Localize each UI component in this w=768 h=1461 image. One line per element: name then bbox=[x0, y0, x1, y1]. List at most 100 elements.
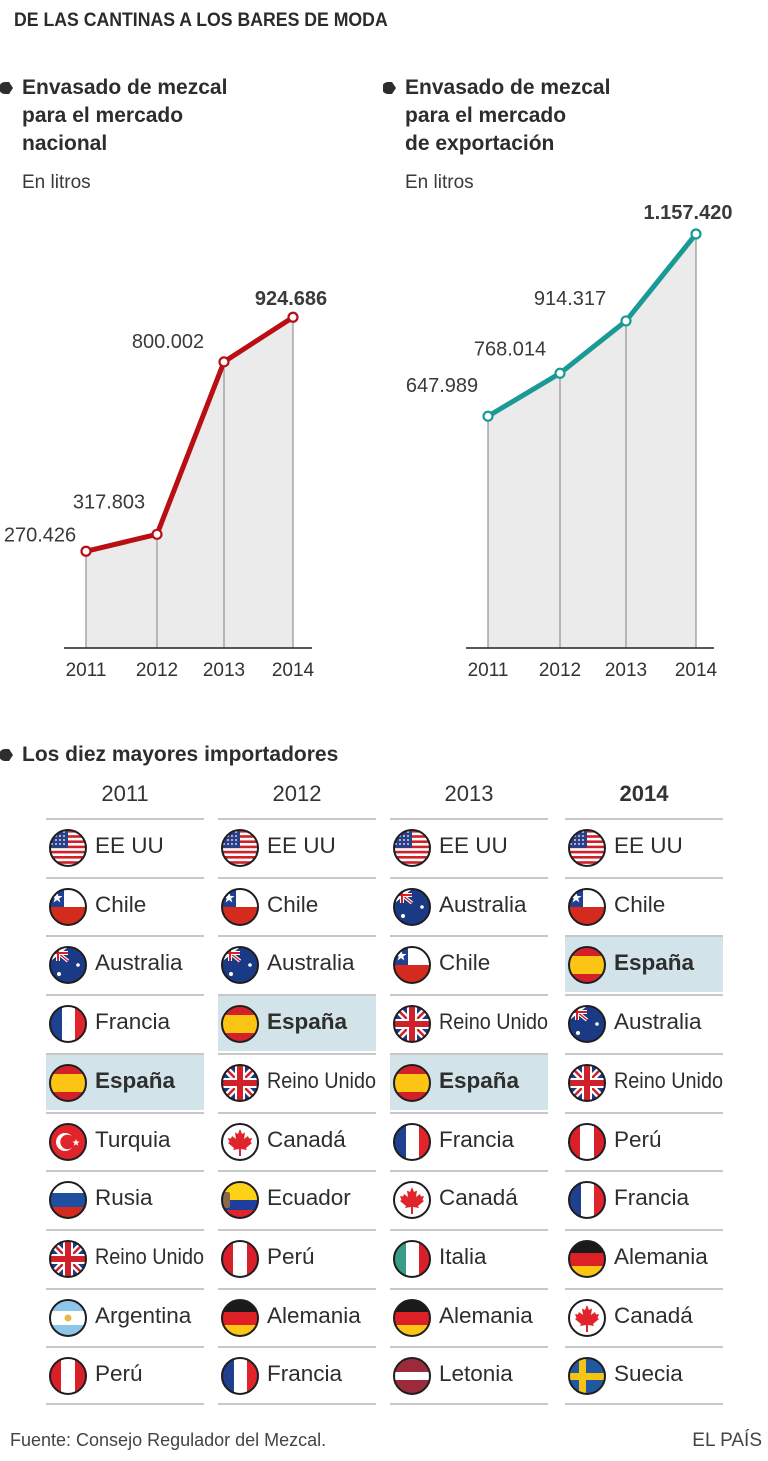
importer-row: Perú bbox=[218, 1229, 376, 1286]
importer-row: España bbox=[390, 1053, 548, 1110]
country-name: EE UU bbox=[267, 833, 336, 858]
national-units: En litros bbox=[22, 172, 91, 193]
uk-flag-icon bbox=[567, 1063, 607, 1103]
line-charts: 270.426 317.803 800.002 924.686 2011 2012 2013… bbox=[4, 202, 733, 681]
importer-row: Chile bbox=[46, 877, 204, 934]
importer-row: España bbox=[218, 994, 376, 1051]
title-line: para el mercado bbox=[405, 104, 567, 127]
importer-row: EE UU bbox=[46, 818, 204, 875]
country-name: Perú bbox=[614, 1127, 662, 1152]
importer-row: Turquia bbox=[46, 1112, 204, 1169]
country-name: Australia bbox=[614, 1009, 702, 1034]
title-line: de exportación bbox=[405, 132, 555, 155]
national-chart-title: Envasado de mezcal para el mercado nacio… bbox=[22, 74, 227, 158]
importer-row: EE UU bbox=[390, 818, 548, 875]
country-name: Ecuador bbox=[267, 1185, 351, 1210]
spain-flag-icon bbox=[392, 1063, 432, 1103]
data-label: 317.803 bbox=[73, 491, 145, 513]
x-tick-label: 2013 bbox=[203, 660, 245, 681]
country-name: Chile bbox=[95, 892, 147, 917]
country-name: Chile bbox=[267, 892, 319, 917]
uk-flag-icon bbox=[220, 1063, 260, 1103]
data-point bbox=[690, 228, 702, 240]
chile-flag-icon bbox=[567, 887, 607, 927]
country-name: Alemania bbox=[267, 1303, 361, 1328]
importer-row: EE UU bbox=[565, 818, 723, 875]
peru-flag-icon bbox=[220, 1239, 260, 1279]
canada-flag-icon bbox=[567, 1298, 607, 1338]
title-line: Envasado de mezcal bbox=[22, 76, 228, 99]
page-title: DE LAS CANTINAS A LOS BARES DE MODA bbox=[14, 10, 388, 31]
country-name: Australia bbox=[267, 950, 355, 975]
australia-flag-icon bbox=[48, 945, 88, 985]
france-flag-icon bbox=[220, 1356, 260, 1396]
data-label: 800.002 bbox=[132, 331, 204, 353]
data-point bbox=[554, 367, 566, 379]
column-year-2011: 2011 bbox=[101, 781, 149, 806]
country-name: Letonia bbox=[439, 1361, 513, 1386]
australia-flag-icon bbox=[220, 945, 260, 985]
title-line: Envasado de mezcal bbox=[405, 76, 611, 99]
series-line bbox=[485, 231, 699, 419]
country-name: España bbox=[267, 1009, 348, 1034]
importer-row: Perú bbox=[565, 1112, 723, 1169]
importer-row: Reino Unido bbox=[390, 994, 548, 1051]
importer-row: Australia bbox=[46, 935, 204, 992]
country-name: Suecia bbox=[614, 1361, 683, 1386]
importer-row: Canadá bbox=[218, 1112, 376, 1169]
column-year-2013: 2013 bbox=[444, 781, 494, 806]
chile-flag-icon bbox=[48, 887, 88, 927]
bullet-icon bbox=[0, 82, 13, 94]
usa-flag-icon bbox=[567, 828, 607, 868]
importer-row: Francia bbox=[390, 1112, 548, 1169]
country-name: Perú bbox=[267, 1244, 315, 1269]
canada-flag-icon bbox=[220, 1122, 260, 1162]
country-name: Argentina bbox=[95, 1303, 192, 1328]
country-name: Francia bbox=[267, 1361, 343, 1386]
country-name: Canadá bbox=[614, 1303, 693, 1328]
france-flag-icon bbox=[48, 1004, 88, 1044]
importer-row: Canadá bbox=[390, 1170, 548, 1227]
italy-flag-icon bbox=[392, 1239, 432, 1279]
country-name: Reino Unido bbox=[267, 1068, 376, 1093]
country-name: España bbox=[614, 950, 695, 975]
chile-flag-icon bbox=[220, 887, 260, 927]
data-label: 647.989 bbox=[406, 375, 478, 397]
canada-flag-icon bbox=[392, 1180, 432, 1220]
bullet-icon bbox=[383, 82, 396, 94]
data-label: 768.014 bbox=[474, 338, 546, 360]
title-line: nacional bbox=[22, 132, 108, 155]
country-name: Reino Unido bbox=[614, 1068, 723, 1093]
turkey-flag-icon bbox=[48, 1122, 88, 1162]
uk-flag-icon bbox=[392, 1004, 432, 1044]
country-name: Rusia bbox=[95, 1185, 153, 1210]
importer-row: Alemania bbox=[565, 1229, 723, 1286]
ecuador-flag-icon bbox=[220, 1180, 260, 1220]
data-point bbox=[218, 356, 230, 368]
importer-row: Alemania bbox=[390, 1288, 548, 1345]
country-name: Australia bbox=[439, 892, 527, 917]
national-chart: 270.426 317.803 800.002 924.686 2011 2012 2013… bbox=[4, 288, 327, 681]
country-name: Francia bbox=[614, 1185, 690, 1210]
country-name: EE UU bbox=[439, 833, 508, 858]
country-name: Alemania bbox=[614, 1244, 708, 1269]
importer-row: Letonia bbox=[390, 1346, 548, 1405]
spain-flag-icon bbox=[567, 945, 607, 985]
importer-row: Australia bbox=[565, 994, 723, 1051]
usa-flag-icon bbox=[220, 828, 260, 868]
brand-logo: EL PAÍS bbox=[692, 1430, 762, 1451]
area-fill bbox=[488, 234, 696, 648]
importer-row: Chile bbox=[565, 877, 723, 934]
importer-row: Chile bbox=[390, 935, 548, 992]
data-label: 270.426 bbox=[4, 524, 76, 546]
export-units: En litros bbox=[405, 172, 474, 193]
country-name: Reino Unido bbox=[439, 1009, 548, 1034]
x-tick-label: 2012 bbox=[136, 660, 178, 681]
uk-flag-icon bbox=[48, 1239, 88, 1279]
country-name: Francia bbox=[95, 1009, 171, 1034]
data-point bbox=[80, 545, 92, 557]
importer-row: Perú bbox=[46, 1346, 204, 1405]
data-point bbox=[482, 410, 494, 422]
country-name: España bbox=[95, 1068, 176, 1093]
peru-flag-icon bbox=[567, 1122, 607, 1162]
